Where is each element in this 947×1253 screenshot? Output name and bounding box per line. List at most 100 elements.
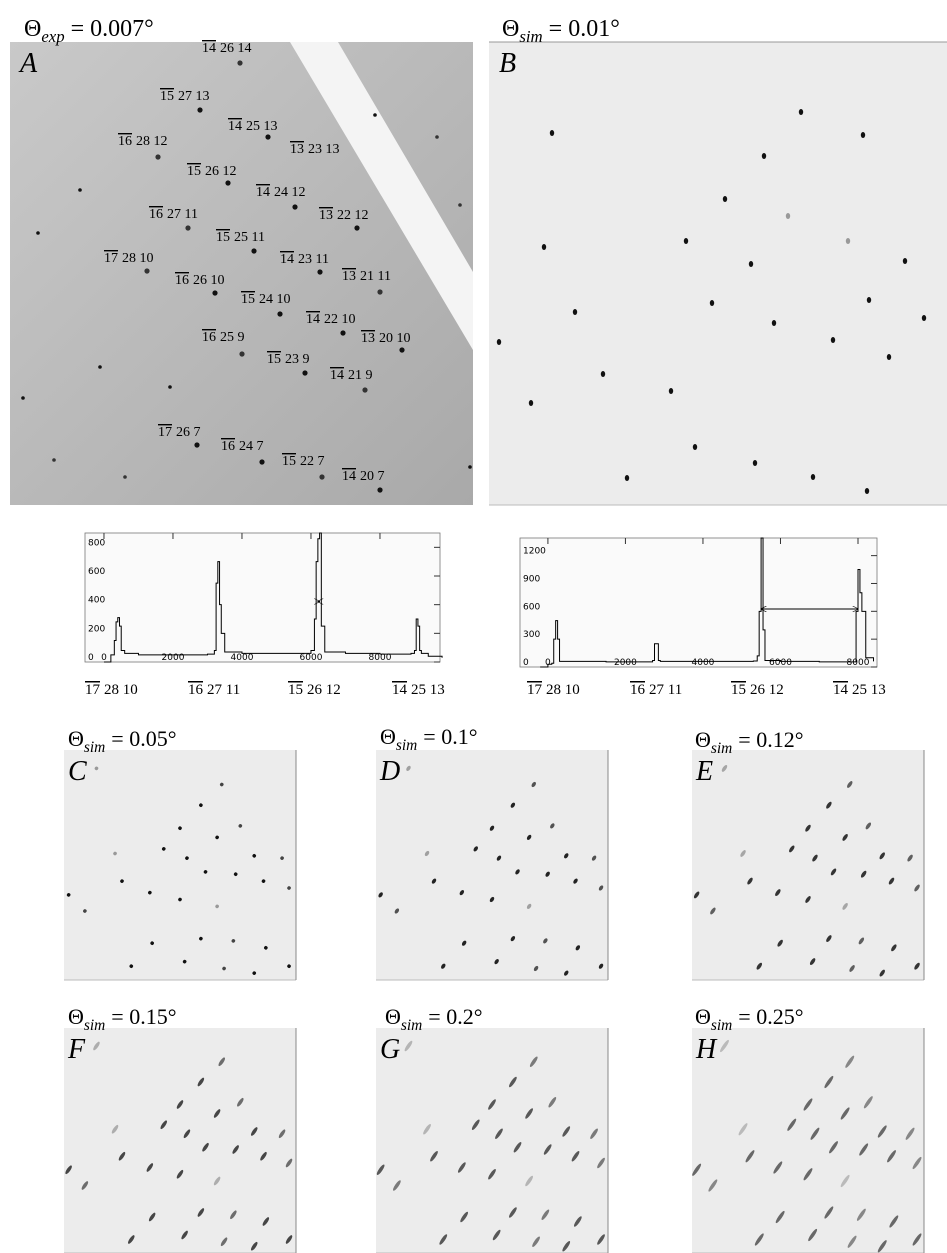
panel: Θsim= 0.01°B [489,16,947,505]
diffraction-spot [542,244,546,250]
miller-h: 14 [330,368,344,383]
miller-kl: 26 12 [205,164,237,179]
diffraction-spot [292,204,297,209]
title-text: = 0.05° [111,726,176,751]
diffraction-spot [265,134,270,139]
miller-kl: 21 11 [360,269,391,284]
miller-h: 17 [527,682,543,698]
miller-kl: 27 11 [167,207,198,222]
diffraction-spot [846,238,850,244]
miller-index: 1525 11 [216,230,265,245]
image-background [489,42,947,505]
diffraction-spot [861,132,865,138]
diffraction-spot [78,188,82,192]
diffraction-spot [197,107,202,112]
miller-kl: 20 7 [360,469,385,484]
diffraction-spot [98,365,102,369]
miller-h: 14 [833,682,849,698]
diffraction-spot [185,225,190,230]
diffraction-spot [259,459,264,464]
figure: Θexp= 0.007°A1426 141527 131425 131628 1… [0,0,947,1253]
image-background [64,750,296,980]
diffraction-spot [123,475,127,479]
y-tick-label: 600 [88,567,105,577]
miller-kl: 28 10 [122,251,154,266]
miller-index: 14 26 14 [202,41,252,56]
miller-index: 1627 11 [149,207,198,222]
diffraction-spot [529,400,533,406]
diffraction-spot [669,388,673,394]
x-tick-label: 4000 [692,658,715,668]
image-background [376,750,608,980]
y-tick-label: 0 [523,658,529,668]
diffraction-spot [786,213,790,219]
title-subscript: sim [519,27,542,46]
miller-kl: 26 10 [193,273,225,288]
diffraction-spot [377,289,382,294]
miller-kl: 22 10 [324,312,356,327]
miller-h: 14 [342,469,356,484]
miller-h: 14 [228,119,242,134]
miller-h: 16 [221,439,235,454]
miller-index: 1728 10 [85,682,138,698]
profile-chart: 03006009001200020004000600080001728 1016… [520,538,886,698]
miller-index: 1627 11 [188,682,240,698]
panel: Θsim= 0.2°G [376,1004,608,1253]
diffraction-spot [373,113,377,117]
diffraction-spot [21,396,25,400]
miller-h: 14 [392,682,408,698]
panel-letter: G [380,1034,400,1065]
panel-title: Θexp= 0.007° [24,16,154,46]
diffraction-spot [887,354,891,360]
diffraction-spot [237,60,242,65]
miller-kl: 27 11 [649,682,682,698]
panel-letter: E [695,756,713,787]
miller-kl: 24 12 [274,185,306,200]
diffraction-spot [550,130,554,136]
miller-h: 17 [85,682,101,698]
miller-index: 1425 13 [228,119,278,134]
diffraction-spot [601,371,605,377]
image-background [692,750,924,980]
diffraction-spot [144,268,149,273]
x-tick-label: 6000 [300,653,323,663]
diffraction-spot [155,154,160,159]
y-tick-label: 0 [88,653,94,663]
miller-index: 1625 9 [202,330,245,345]
diffraction-spot [435,135,439,139]
miller-h: 14 [202,41,216,56]
miller-h: 15 [160,89,174,104]
miller-h: 14 [256,185,270,200]
miller-h: 15 [282,454,296,469]
miller-h: 14 [280,252,294,267]
diffraction-spot [799,109,803,115]
y-tick-label: 900 [523,574,540,584]
title-symbol: Θ [24,16,41,42]
miller-kl: 25 13 [411,682,445,698]
miller-kl: 28 12 [136,134,168,149]
miller-index: 1522 7 [282,454,325,469]
miller-index: 1527 13 [160,89,210,104]
miller-kl: 25 13 [852,682,886,698]
diffraction-spot [811,474,815,480]
panel: Θexp= 0.007°A1426 141527 131425 131628 1… [10,16,473,505]
diffraction-spot [36,231,40,235]
diffraction-spot [468,465,472,469]
miller-kl: 26 14 [220,41,252,56]
miller-h: 17 [158,425,172,440]
title-symbol: Θ [380,724,396,749]
miller-index: 1628 12 [118,134,168,149]
image-background [10,42,473,505]
x-tick-label: 8000 [847,658,870,668]
diffraction-spot [168,385,172,389]
title-symbol: Θ [68,726,84,751]
diffraction-spot [399,347,404,352]
diffraction-spot [772,320,776,326]
panel-letter: A [18,48,38,79]
miller-index: 1320 10 [361,331,411,346]
miller-h: 15 [731,682,746,698]
